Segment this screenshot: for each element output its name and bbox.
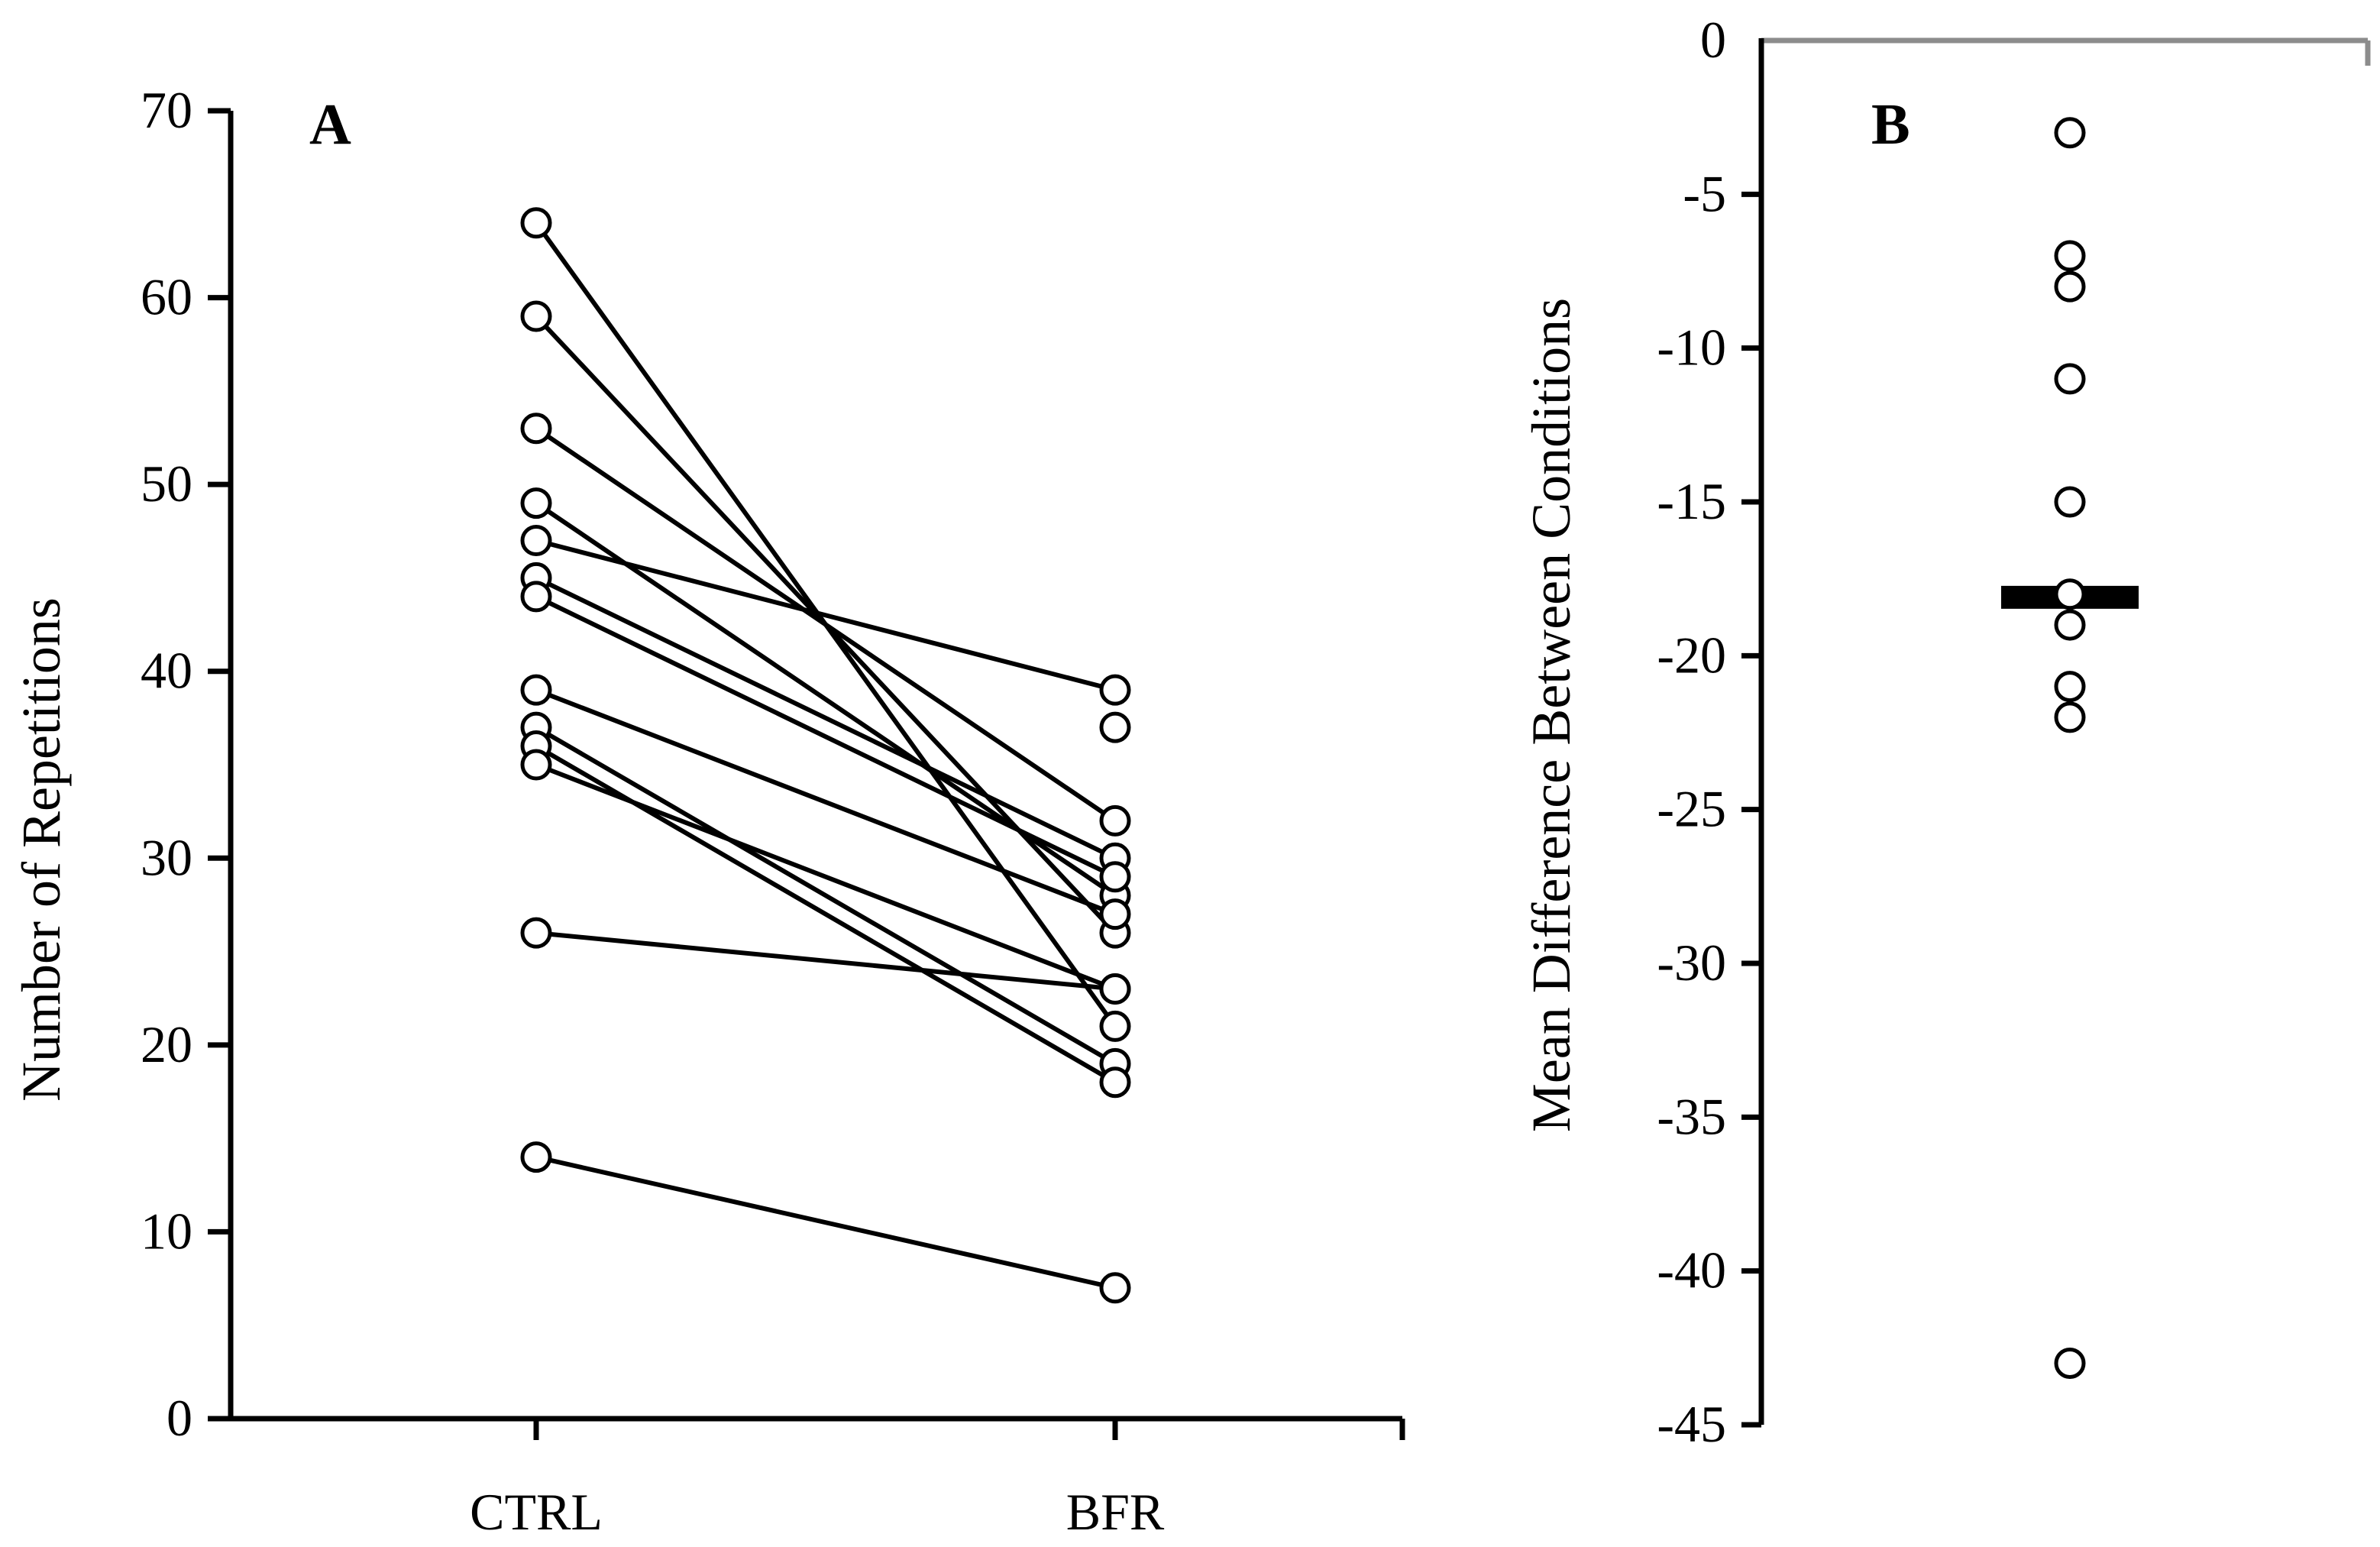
panel-a-y-tick-label: 30 bbox=[141, 828, 192, 886]
panel-a-y-tick-label: 20 bbox=[141, 1015, 192, 1073]
panel-b-point bbox=[2054, 117, 2086, 149]
panel-a-series-line bbox=[535, 688, 1117, 917]
panel-b-y-tick-label: -45 bbox=[1657, 1395, 1726, 1453]
panel-a-series-line bbox=[535, 1154, 1116, 1290]
panel-b-point bbox=[2054, 578, 2086, 610]
panel-b-point bbox=[2054, 240, 2086, 272]
panel-a-series-line bbox=[535, 426, 1117, 823]
panel-a-letter: A bbox=[309, 92, 351, 157]
panel-b: B Mean Difference Between Conditions 0 -5… bbox=[1521, 11, 2371, 1453]
panel-b-point bbox=[2054, 671, 2086, 703]
panel-a-y-tick-label: 10 bbox=[141, 1202, 192, 1260]
panel-a-point bbox=[520, 413, 552, 445]
panel-a-y-tick-label: 0 bbox=[167, 1389, 192, 1447]
panel-a-point bbox=[1099, 861, 1131, 893]
panel-a-y-axis-title: Number of Repetitions bbox=[11, 597, 72, 1102]
panel-a-point bbox=[1099, 804, 1131, 837]
panel-b-y-tick-label: -35 bbox=[1657, 1087, 1726, 1145]
panel-a-y-ticks: 0 10 20 30 40 50 60 70 bbox=[141, 81, 231, 1447]
panel-b-point bbox=[2054, 363, 2086, 395]
panel-b-y-tick-label: -25 bbox=[1657, 780, 1726, 838]
panel-a-point bbox=[1099, 898, 1131, 930]
panel-a-point bbox=[1099, 674, 1131, 706]
panel-a: A Number of Repetitions 010203040506070 … bbox=[11, 81, 1405, 1541]
panel-a-point bbox=[1099, 1010, 1131, 1042]
panel-a-point bbox=[520, 1141, 552, 1173]
panel-b-y-tick-label: -10 bbox=[1657, 319, 1726, 377]
panel-a-point bbox=[520, 749, 552, 781]
panel-a-point bbox=[520, 581, 552, 613]
panel-a-point bbox=[520, 207, 552, 239]
panel-a-x-ticks bbox=[533, 1419, 1405, 1440]
panel-a-series-lines bbox=[534, 221, 1117, 1290]
panel-b-point bbox=[2054, 270, 2086, 303]
panel-a-point bbox=[1099, 973, 1131, 1005]
panel-a-series-line bbox=[535, 594, 1117, 879]
panel-a-point bbox=[520, 525, 552, 557]
panel-a-point bbox=[520, 917, 552, 949]
panel-a-y-tick-label: 40 bbox=[141, 642, 192, 700]
panel-b-point bbox=[2054, 609, 2086, 641]
panel-b-letter: B bbox=[1871, 92, 1910, 157]
panel-a-point bbox=[1099, 1066, 1131, 1099]
panel-b-point bbox=[2054, 1347, 2086, 1379]
panel-a-x-tick-label-ctrl: CTRL bbox=[470, 1483, 603, 1541]
panel-b-points bbox=[2054, 117, 2086, 1379]
panel-b-y-tick-label: -15 bbox=[1657, 472, 1726, 530]
panel-b-y-ticks: 0 -5 -10 -15 -20 -25 -30 -35 -40 -45 bbox=[1657, 11, 1761, 1453]
panel-a-point bbox=[1099, 1272, 1131, 1304]
panel-b-point bbox=[2054, 701, 2086, 733]
panel-a-point bbox=[520, 300, 552, 332]
panel-b-y-tick-label: -30 bbox=[1657, 934, 1726, 992]
panel-b-y-tick-label: 0 bbox=[1700, 11, 1726, 69]
panel-a-series-line bbox=[535, 762, 1117, 992]
panel-b-y-tick-label: -40 bbox=[1657, 1241, 1726, 1299]
panel-a-y-tick-label: 60 bbox=[141, 268, 192, 326]
panel-a-points bbox=[520, 207, 1131, 1304]
panel-a-point bbox=[520, 674, 552, 706]
panel-a-series-line bbox=[535, 575, 1117, 860]
panel-b-point bbox=[2054, 486, 2086, 518]
panel-a-series-line bbox=[535, 725, 1117, 1066]
panel-a-point bbox=[1099, 711, 1131, 743]
panel-b-y-tick-label: -5 bbox=[1683, 164, 1726, 222]
panel-b-y-tick-label: -20 bbox=[1657, 626, 1726, 684]
panel-a-series-line bbox=[535, 538, 1116, 693]
panel-a-point bbox=[520, 487, 552, 519]
panel-a-x-tick-label-bfr: BFR bbox=[1066, 1483, 1165, 1541]
panel-a-y-tick-label: 50 bbox=[141, 455, 192, 513]
panel-b-y-axis-title: Mean Difference Between Conditions bbox=[1521, 298, 1582, 1132]
panel-a-series-line bbox=[535, 930, 1116, 992]
panel-a-y-tick-label: 70 bbox=[141, 81, 192, 139]
